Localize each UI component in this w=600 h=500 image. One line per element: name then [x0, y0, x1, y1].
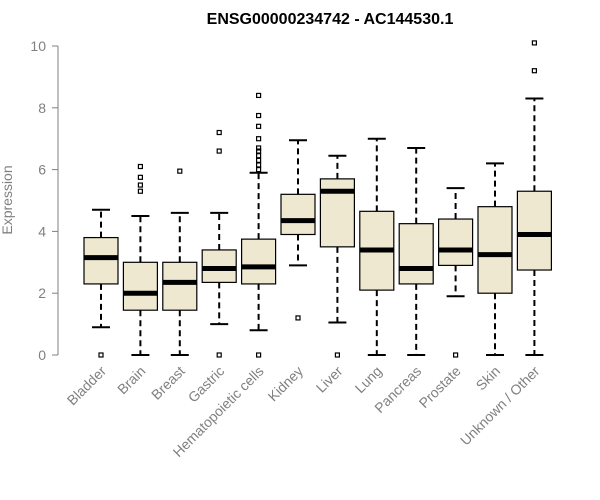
outlier-point: [256, 112, 262, 119]
box-kidney: [280, 139, 316, 321]
outlier-point: [177, 168, 183, 174]
box-brain: [122, 163, 159, 356]
outlier-point: [256, 153, 262, 159]
outlier-point: [216, 148, 222, 154]
iqr-box: [477, 206, 513, 294]
box-skin: [477, 162, 513, 356]
box-hematopoietic-cells: [241, 92, 277, 358]
x-tick-label: Bladder: [64, 363, 110, 409]
box-gastric: [201, 129, 237, 358]
outlier-point: [256, 145, 262, 151]
outlier-point: [531, 40, 538, 46]
boxes-group: [83, 40, 553, 358]
y-tick-label: 6: [38, 162, 46, 178]
iqr-box: [398, 223, 434, 285]
x-tick-label: Lung: [352, 363, 385, 396]
y-tick-label: 2: [38, 285, 46, 301]
y-tick-label: 10: [30, 38, 46, 54]
outlier-point: [256, 92, 262, 99]
outlier-point: [256, 148, 262, 154]
outlier-point: [216, 129, 222, 136]
x-tick-label: Skin: [473, 363, 504, 394]
chart-title: ENSG00000234742 - AC144530.1: [207, 11, 454, 28]
outlier-point: [256, 123, 262, 129]
iqr-box: [438, 218, 474, 266]
outlier-point: [256, 136, 262, 142]
box-lung: [359, 137, 395, 356]
iqr-box: [280, 193, 316, 236]
y-tick-label: 4: [38, 223, 46, 239]
box-bladder: [83, 208, 119, 358]
iqr-box: [241, 238, 277, 285]
box-pancreas: [398, 146, 434, 356]
outlier-point: [453, 352, 459, 358]
outlier-point: [98, 352, 104, 358]
iqr-box: [83, 236, 119, 285]
iqr-box: [516, 190, 553, 271]
iqr-box: [122, 261, 159, 311]
outlier-point: [256, 162, 262, 168]
iqr-box: [162, 261, 198, 311]
outlier-point: [216, 352, 222, 358]
box-liver: [319, 154, 355, 358]
outlier-point: [531, 68, 538, 74]
x-tick-label: Breast: [148, 363, 188, 403]
y-tick-label: 8: [38, 100, 46, 116]
outlier-point: [295, 315, 301, 321]
y-tick-label: 0: [38, 347, 46, 363]
y-axis: 0 2 4 6 8 10: [30, 38, 59, 363]
outlier-point: [334, 352, 340, 358]
x-tick-label: Prostate: [416, 363, 464, 411]
outlier-point: [137, 174, 143, 180]
box-breast: [162, 168, 198, 356]
x-tick-label: Brain: [114, 363, 148, 397]
outlier-point: [256, 157, 262, 163]
outlier-point: [137, 182, 143, 188]
outlier-point: [256, 167, 262, 173]
outlier-point: [137, 163, 143, 170]
x-tick-label: Kidney: [265, 363, 307, 405]
outlier-point: [256, 352, 262, 358]
outlier-point: [137, 188, 143, 194]
box-prostate: [438, 187, 474, 358]
x-tick-label: Liver: [313, 363, 346, 396]
y-axis-label: Expression: [0, 165, 15, 234]
box-unknown-other: [516, 40, 553, 356]
